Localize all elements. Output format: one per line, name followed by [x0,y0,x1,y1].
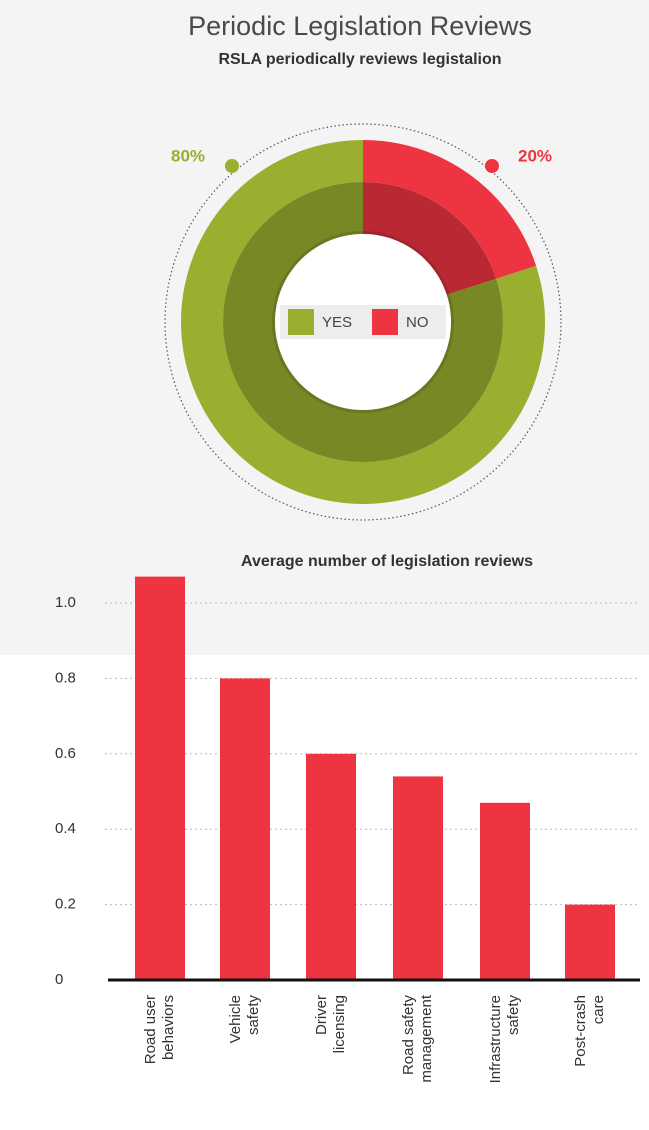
legend-swatch [288,309,314,335]
y-tick-label: 0.4 [55,820,76,837]
x-tick-label: Vehiclesafety [227,995,262,1044]
bar [393,776,443,980]
label-dot [485,159,499,173]
data-label: 80% [171,146,205,165]
bar [220,678,270,980]
bar [135,576,185,980]
x-tick-label: Road safetymanagement [400,994,435,1082]
label-dot [225,159,239,173]
y-tick-label: 0.8 [55,669,76,686]
bar [565,904,615,980]
x-tick-label: Driverlicensing [313,995,348,1053]
pie-slice-inner [223,182,504,462]
legend-swatch [372,309,398,335]
y-tick-label: 0.6 [55,745,76,762]
y-tick-label: 1.0 [55,594,76,611]
data-label: 20% [518,146,552,165]
y-tick-label: 0.2 [55,896,76,913]
chart-subtitle: RSLA periodically reviews legistalion [218,51,501,68]
legend-label: YES [322,314,352,331]
x-tick-label: Road userbehaviors [142,995,177,1064]
bar [306,753,356,980]
chart-title: Periodic Legislation Reviews [188,11,532,41]
x-tick-label: Infrastructuresafety [487,995,522,1084]
chart-title: Average number of legislation reviews [241,553,533,570]
legend-label: NO [406,314,429,331]
pie-slice-inner [363,182,497,295]
dotted-ring [164,123,562,521]
y-tick-label: 0 [55,971,63,988]
pie-slice [363,140,537,279]
bar [480,802,530,980]
x-tick-label: Post-crashcare [572,995,607,1067]
